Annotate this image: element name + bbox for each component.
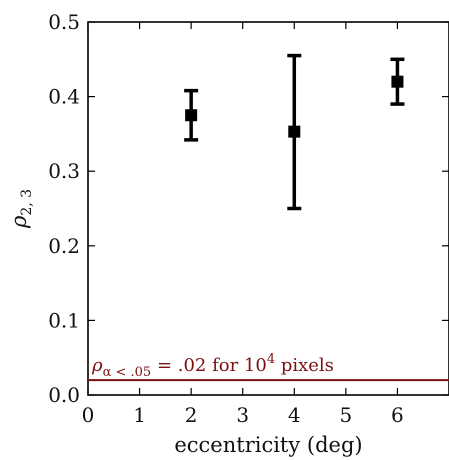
data-point-group [184, 88, 199, 142]
ref-label-tail: pixels [275, 355, 334, 376]
x-tick-label: 2 [185, 403, 198, 427]
data-point-group [390, 57, 405, 106]
ref-label-subscript: α < .05 [103, 365, 152, 380]
data-point-group [287, 53, 302, 211]
data-point-marker [288, 125, 301, 138]
reference-line-group: ρα < .05 = .02 for 104 pixels [88, 352, 449, 382]
y-axis-ticks: 0.0 0.1 0.2 0.3 0.4 0.5 [48, 10, 449, 407]
y-tick-label: 0.1 [48, 308, 80, 332]
y-tick-label: 0.4 [48, 85, 80, 109]
y-axis-label-subscript: 2, 3 [19, 189, 35, 216]
y-axis-label-base: ρ [7, 215, 31, 229]
x-tick-label: 4 [288, 403, 301, 427]
y-tick-label: 0.2 [48, 234, 80, 258]
x-tick-label: 3 [236, 403, 249, 427]
y-tick-label: 0.5 [48, 10, 80, 34]
reference-line-label: ρα < .05 = .02 for 104 pixels [91, 352, 334, 380]
ref-label-superscript: 4 [267, 352, 275, 367]
data-point-marker [391, 75, 404, 88]
x-tick-label: 6 [391, 403, 404, 427]
x-axis-label: eccentricity (deg) [174, 433, 362, 457]
x-tick-label: 5 [339, 403, 352, 427]
y-axis-label: ρ2, 3 [7, 189, 35, 229]
y-tick-label: 0.0 [48, 383, 80, 407]
x-axis-ticks: 0 1 2 3 4 5 6 [82, 22, 404, 427]
x-tick-label: 1 [133, 403, 146, 427]
y-tick-label: 0.3 [48, 159, 80, 183]
plot-area [87, 21, 449, 396]
ref-label-rho: ρ [91, 355, 103, 376]
ref-label-equation: = .02 for 10 [151, 355, 267, 376]
data-point-marker [185, 109, 198, 122]
data-points [184, 53, 405, 211]
x-tick-label: 0 [82, 403, 95, 427]
